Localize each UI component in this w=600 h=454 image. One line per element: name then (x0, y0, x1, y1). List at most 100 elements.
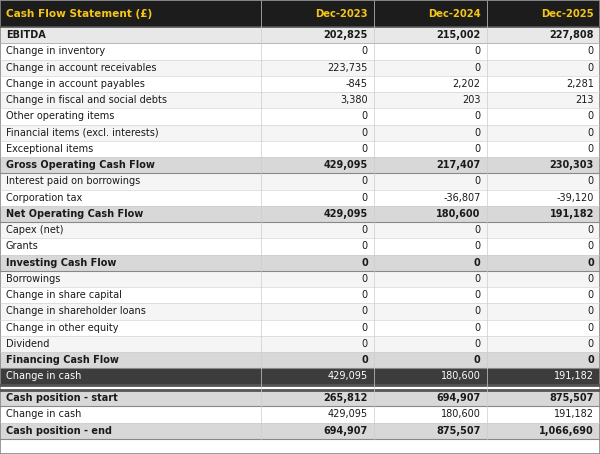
Text: 0: 0 (361, 355, 368, 365)
Text: 694,907: 694,907 (436, 393, 481, 403)
Bar (0, 206, 261, 222)
Bar (487, 92, 600, 109)
Bar (261, 303, 374, 320)
Bar (487, 303, 600, 320)
Bar (261, 238, 374, 255)
Bar (374, 406, 487, 423)
Text: 0: 0 (362, 339, 368, 349)
Bar (374, 157, 487, 173)
Text: 227,808: 227,808 (550, 30, 594, 40)
Bar (261, 173, 374, 190)
Text: Dec-2023: Dec-2023 (316, 9, 368, 19)
Text: 0: 0 (475, 323, 481, 333)
Text: 2,281: 2,281 (566, 79, 594, 89)
Text: Interest paid on borrowings: Interest paid on borrowings (6, 177, 140, 187)
Text: 0: 0 (588, 144, 594, 154)
Text: 191,182: 191,182 (554, 371, 594, 381)
Bar (487, 141, 600, 157)
Text: 0: 0 (587, 258, 594, 268)
Bar (487, 352, 600, 368)
Bar (261, 190, 374, 206)
Bar (0, 190, 261, 206)
Bar (374, 423, 487, 439)
Bar (374, 390, 487, 406)
Text: 223,735: 223,735 (328, 63, 368, 73)
Text: 0: 0 (475, 144, 481, 154)
Text: EBITDA: EBITDA (6, 30, 46, 40)
Bar (487, 222, 600, 238)
Bar (0, 76, 261, 92)
Bar (487, 27, 600, 43)
Text: 429,095: 429,095 (328, 410, 368, 419)
Text: 0: 0 (587, 355, 594, 365)
Text: 429,095: 429,095 (323, 160, 368, 170)
Text: Net Operating Cash Flow: Net Operating Cash Flow (6, 209, 143, 219)
Bar (0, 92, 261, 109)
Bar (487, 124, 600, 141)
Text: 0: 0 (588, 111, 594, 121)
Text: Cash position - end: Cash position - end (6, 426, 112, 436)
Bar (487, 336, 600, 352)
Bar (374, 59, 487, 76)
Text: 0: 0 (475, 128, 481, 138)
Bar (487, 238, 600, 255)
Text: Change in fiscal and social debts: Change in fiscal and social debts (6, 95, 167, 105)
Text: Change in other equity: Change in other equity (6, 323, 119, 333)
Bar (374, 320, 487, 336)
Text: 0: 0 (475, 177, 481, 187)
Bar (487, 287, 600, 303)
Bar (487, 390, 600, 406)
Bar (374, 206, 487, 222)
Text: 0: 0 (475, 274, 481, 284)
Text: 0: 0 (474, 355, 481, 365)
Bar (374, 255, 487, 271)
Text: Change in cash: Change in cash (6, 371, 82, 381)
Bar (261, 368, 374, 385)
Bar (374, 336, 487, 352)
Bar (0, 157, 261, 173)
Bar (374, 287, 487, 303)
Bar (374, 368, 487, 385)
Bar (261, 390, 374, 406)
Text: 191,182: 191,182 (554, 410, 594, 419)
Text: 0: 0 (588, 225, 594, 235)
Bar (487, 206, 600, 222)
Text: 230,303: 230,303 (550, 160, 594, 170)
Bar (374, 92, 487, 109)
Bar (0, 27, 261, 43)
Bar (487, 368, 600, 385)
Bar (487, 0, 600, 27)
Bar (261, 206, 374, 222)
Bar (0, 59, 261, 76)
Text: Financing Cash Flow: Financing Cash Flow (6, 355, 119, 365)
Text: 0: 0 (475, 63, 481, 73)
Bar (374, 222, 487, 238)
Text: 0: 0 (588, 63, 594, 73)
Text: 429,095: 429,095 (323, 209, 368, 219)
Bar (374, 43, 487, 59)
Bar (0, 352, 261, 368)
Bar (374, 124, 487, 141)
Text: Change in share capital: Change in share capital (6, 290, 122, 300)
Text: Dec-2025: Dec-2025 (541, 9, 594, 19)
Text: 0: 0 (588, 242, 594, 252)
Bar (374, 109, 487, 124)
Text: 875,507: 875,507 (436, 426, 481, 436)
Text: 215,002: 215,002 (436, 30, 481, 40)
Bar (261, 59, 374, 76)
Text: 0: 0 (588, 46, 594, 56)
Bar (261, 352, 374, 368)
Text: Gross Operating Cash Flow: Gross Operating Cash Flow (6, 160, 155, 170)
Text: 213: 213 (575, 95, 594, 105)
Bar (374, 271, 487, 287)
Text: 0: 0 (474, 258, 481, 268)
Text: Capex (net): Capex (net) (6, 225, 64, 235)
Text: 3,380: 3,380 (340, 95, 368, 105)
Text: 0: 0 (475, 46, 481, 56)
Text: 429,095: 429,095 (328, 371, 368, 381)
Bar (487, 190, 600, 206)
Bar (261, 287, 374, 303)
Bar (261, 320, 374, 336)
Bar (0, 109, 261, 124)
Text: 0: 0 (475, 306, 481, 316)
